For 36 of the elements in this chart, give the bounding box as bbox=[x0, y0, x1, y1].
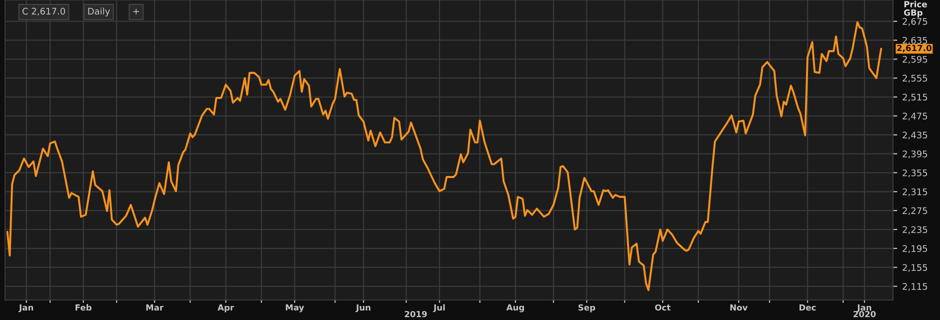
line-series bbox=[6, 21, 882, 292]
y-tick-label: 2,315 bbox=[902, 188, 928, 196]
annotation: 2,617.0 bbox=[897, 44, 932, 52]
y-tick-label: 2,435 bbox=[902, 132, 928, 140]
annotation: Daily bbox=[88, 8, 110, 16]
x-tick-label: Jan bbox=[18, 304, 34, 312]
x2-tick-label: 2019 bbox=[404, 310, 427, 318]
x-tick-label: Aug bbox=[506, 304, 524, 312]
y-tick-label: 2,635 bbox=[902, 36, 928, 45]
y-tick-label: 2,235 bbox=[902, 226, 928, 234]
x2-tick-label: 2020 bbox=[854, 310, 876, 318]
x-tick-label: Apr bbox=[218, 304, 234, 312]
y-tick-label: 2,395 bbox=[902, 150, 928, 158]
x-tick-label: Jan bbox=[856, 304, 872, 312]
x-tick-label: Sep bbox=[578, 304, 596, 312]
y-tick-label: 2,555 bbox=[902, 74, 928, 83]
y-tick-label: 2,195 bbox=[902, 245, 928, 253]
y-tick-label: 2,115 bbox=[902, 283, 928, 291]
x-tick-label: Mar bbox=[146, 304, 164, 311]
x-tick-label: May bbox=[286, 304, 304, 312]
y-tick-label: 2,355 bbox=[902, 169, 928, 178]
x-tick-label: Oct bbox=[655, 304, 671, 311]
y-tick-label: 2,275 bbox=[902, 207, 928, 216]
annotation: + bbox=[133, 8, 139, 14]
annotation: C 2,617.0 bbox=[22, 8, 66, 16]
y-tick-label: 2,475 bbox=[902, 112, 928, 120]
y-tick-label: 2,595 bbox=[902, 56, 928, 64]
y-axis-title: Price GBp bbox=[904, 0, 927, 18]
x-tick-label: Feb bbox=[76, 304, 92, 311]
y-tick-label: 2,515 bbox=[902, 94, 928, 102]
y-tick-label: 2,675 bbox=[902, 18, 928, 26]
x-tick-label: Nov bbox=[730, 304, 748, 311]
x-tick-label: Jul bbox=[433, 304, 445, 312]
y-tick-label: 2,155 bbox=[902, 264, 928, 272]
x-tick-label: Jun bbox=[356, 304, 370, 312]
x-tick-label: Dec bbox=[800, 304, 816, 311]
